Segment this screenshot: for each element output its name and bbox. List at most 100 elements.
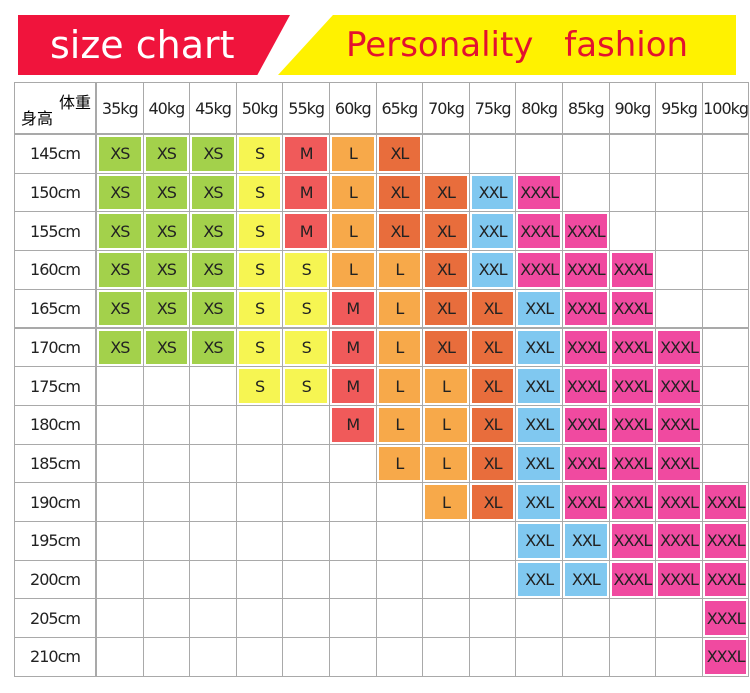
size-cell: [329, 637, 377, 677]
height-label: 190cm: [30, 492, 81, 512]
weight-header: 35kg: [96, 82, 144, 134]
size-cell: XXL: [515, 288, 563, 329]
size-label: XXXL: [658, 369, 700, 403]
height-label: 145cm: [30, 144, 81, 164]
size-cell: XXXL: [562, 404, 610, 445]
size-label: S: [238, 253, 281, 287]
size-cell: XXL: [562, 521, 610, 561]
size-cell: [96, 404, 144, 445]
size-label: S: [238, 137, 281, 171]
height-label: 200cm: [30, 570, 81, 590]
size-label: XL: [471, 330, 514, 365]
size-cell: XXL: [515, 482, 563, 522]
size-cell: XL: [422, 172, 470, 213]
size-label: XXXL: [565, 291, 607, 326]
size-cell: M: [329, 404, 377, 445]
size-cell: [142, 443, 191, 484]
size-cell: M: [329, 366, 377, 406]
size-cell: XL: [468, 288, 517, 329]
size-cell: [96, 637, 144, 677]
size-cell: S: [235, 134, 284, 174]
height-label: 205cm: [30, 608, 81, 628]
size-cell: S: [235, 172, 284, 213]
size-label: XS: [99, 137, 141, 171]
size-label: XS: [99, 291, 141, 326]
size-label: S: [238, 175, 281, 210]
size-label: XXXL: [611, 524, 654, 558]
height-header: 200cm: [14, 559, 96, 600]
size-label: XXXL: [704, 524, 747, 558]
size-cell: [608, 172, 657, 213]
size-cell: [468, 559, 517, 600]
size-cell: XXL: [562, 559, 610, 600]
size-cell: S: [282, 288, 330, 329]
height-header: 145cm: [14, 134, 96, 174]
size-cell: [142, 404, 191, 445]
size-cell: S: [235, 288, 284, 329]
size-cell: XXXL: [701, 521, 750, 561]
weight-label: 100kg: [703, 98, 749, 118]
size-label: S: [238, 214, 281, 249]
size-cell: XXXL: [562, 288, 610, 329]
size-cell: [282, 482, 330, 522]
size-label: XXL: [518, 291, 560, 326]
size-cell: XXXL: [655, 327, 703, 368]
size-label: S: [285, 291, 327, 326]
size-cell: [235, 598, 284, 639]
weight-label: 35kg: [101, 98, 139, 118]
size-cell: [282, 443, 330, 484]
size-cell: [375, 598, 424, 639]
size-cell: [422, 598, 470, 639]
size-cell: XL: [468, 404, 517, 445]
size-label: XXXL: [611, 485, 654, 519]
size-cell: [329, 443, 377, 484]
size-cell: [96, 598, 144, 639]
size-cell: M: [282, 134, 330, 174]
size-label: L: [378, 407, 421, 442]
size-cell: XXXL: [608, 482, 657, 522]
size-cell: [422, 559, 470, 600]
size-cell: [189, 404, 237, 445]
size-cell: M: [329, 327, 377, 368]
size-cell: L: [329, 211, 377, 252]
height-header: 150cm: [14, 172, 96, 213]
size-label: XL: [425, 253, 467, 287]
size-cell: L: [375, 327, 424, 368]
size-cell: [282, 637, 330, 677]
size-cell: [422, 134, 470, 174]
size-cell: [701, 250, 750, 290]
size-label: XS: [192, 291, 234, 326]
size-cell: [235, 559, 284, 600]
size-label: XS: [192, 175, 234, 210]
size-cell: S: [282, 327, 330, 368]
size-label: S: [238, 291, 281, 326]
size-cell: L: [329, 250, 377, 290]
size-label: S: [285, 369, 327, 403]
size-label: L: [425, 446, 467, 481]
size-label: XS: [99, 330, 141, 365]
banner-left: size chart: [18, 15, 290, 75]
size-cell: [235, 404, 284, 445]
weight-label: 95kg: [661, 98, 698, 118]
size-cell: [375, 559, 424, 600]
size-cell: M: [282, 211, 330, 252]
size-cell: [515, 598, 563, 639]
size-label: XL: [471, 446, 514, 481]
size-cell: XS: [96, 327, 144, 368]
size-label: XL: [378, 175, 421, 210]
size-cell: XXXL: [608, 521, 657, 561]
size-cell: [96, 443, 144, 484]
banner-right: Personality fashion: [278, 15, 736, 75]
size-cell: XXXL: [655, 559, 703, 600]
size-label: XXXL: [658, 562, 700, 597]
size-cell: L: [375, 366, 424, 406]
size-cell: XXXL: [655, 443, 703, 484]
size-label: M: [285, 214, 327, 249]
size-label: L: [425, 485, 467, 519]
weight-header: 65kg: [375, 82, 424, 134]
size-cell: XXXL: [562, 327, 610, 368]
size-cell: XS: [189, 250, 237, 290]
size-cell: XL: [422, 250, 470, 290]
size-label: XXXL: [518, 214, 560, 249]
size-cell: [189, 482, 237, 522]
